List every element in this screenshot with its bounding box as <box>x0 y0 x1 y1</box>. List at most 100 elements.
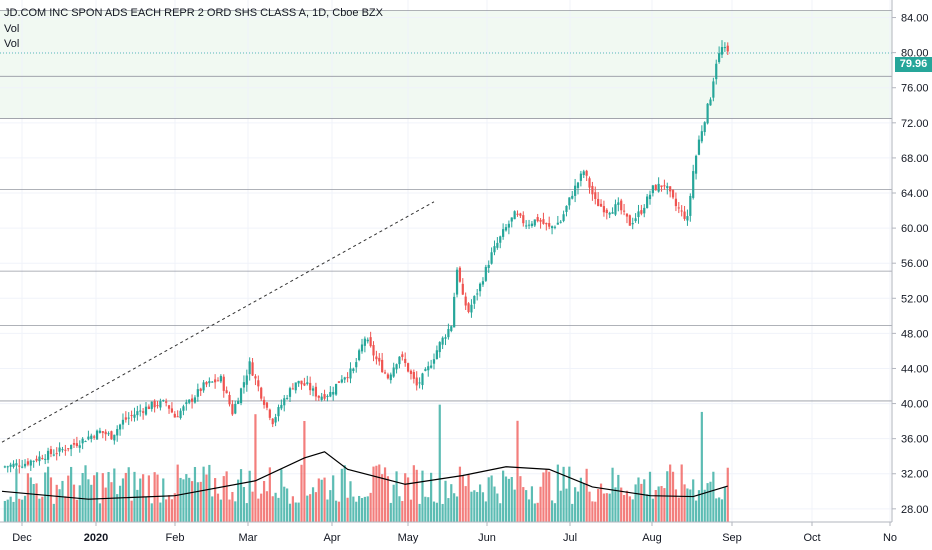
candle-body <box>262 399 266 405</box>
volume-bar <box>470 491 473 522</box>
candle-body <box>46 450 50 460</box>
candle-body <box>686 216 689 221</box>
price-axis[interactable]: 28.00 32.00 36.00 40.00 44.00 48.00 52.00 56.00… <box>892 13 929 516</box>
candle-body <box>300 380 303 385</box>
candle-body <box>427 366 430 371</box>
candle-body <box>680 210 683 212</box>
candle-body <box>288 388 292 397</box>
volume-bar <box>389 502 392 522</box>
volume-bar <box>522 487 525 522</box>
price-tick-label: 28.00 <box>901 504 929 516</box>
volume-bar <box>265 491 269 522</box>
trendline[interactable] <box>1 201 435 443</box>
volume-bar <box>718 497 721 522</box>
volume-bar <box>113 468 116 522</box>
time-tick-label: Sep <box>722 532 742 544</box>
volume-bar <box>620 487 623 522</box>
candle-body <box>280 404 283 409</box>
candle-body <box>467 303 470 313</box>
time-tick-label: Dec <box>12 532 32 544</box>
candle-body <box>487 264 490 268</box>
candle-body <box>455 269 459 295</box>
candle-body <box>107 433 110 435</box>
volume-bar <box>421 470 424 522</box>
volume-bar <box>61 480 64 522</box>
candle-body <box>130 415 133 417</box>
volume-bar <box>291 496 294 522</box>
candle-body <box>311 388 315 391</box>
volume-bar <box>239 469 243 522</box>
volume-bar <box>32 484 35 522</box>
candle-body <box>677 207 680 209</box>
candle-body <box>424 369 427 371</box>
candle-body <box>507 223 510 228</box>
candle-body <box>692 171 695 198</box>
volume-legend[interactable]: Vol <box>4 23 20 35</box>
time-axis[interactable]: Dec 2020 Feb Mar Apr May Jun Jul Aug Sep Oct No <box>12 522 897 544</box>
candle-body <box>404 358 407 364</box>
candle-body <box>23 463 27 467</box>
candle-body <box>502 229 505 237</box>
candle-body <box>700 131 703 142</box>
candle-body <box>614 204 617 215</box>
volume-bar <box>556 464 559 522</box>
price-tick-label: 36.00 <box>901 434 929 446</box>
volume-bar <box>686 488 689 522</box>
candle-body <box>519 213 522 216</box>
volume-bar <box>147 475 150 522</box>
candle-body <box>337 381 341 383</box>
time-tick-label: Jul <box>563 532 577 544</box>
candle-body <box>398 356 401 365</box>
candle-body <box>343 377 346 380</box>
volume-bar <box>144 497 148 522</box>
volume-bar <box>651 498 654 522</box>
volume-bar <box>406 477 410 522</box>
candle-body <box>121 419 125 425</box>
candle-body <box>26 461 30 465</box>
volume-bar <box>306 495 309 522</box>
volume-bar <box>355 501 358 522</box>
candle-body <box>110 431 113 440</box>
volume-bar <box>539 486 542 522</box>
volume-bar <box>571 503 574 522</box>
candle-body <box>104 431 107 435</box>
volume-bar <box>680 464 683 522</box>
candle-body <box>389 374 392 381</box>
volume-bar <box>67 475 70 522</box>
volume-bar <box>18 498 21 522</box>
candle-body <box>418 382 421 384</box>
candle-body <box>320 396 323 400</box>
volume-bar <box>274 492 277 522</box>
candle-body <box>142 411 145 413</box>
candle-body <box>478 283 482 292</box>
candle-body <box>470 304 473 313</box>
volume-bar <box>398 496 401 522</box>
volume-bar <box>251 491 254 522</box>
volume-bar <box>222 476 225 522</box>
candle-body <box>435 350 438 360</box>
candle-body <box>329 391 332 397</box>
candle-body <box>712 81 715 98</box>
volume-bar <box>81 473 84 522</box>
candle-body <box>605 209 608 214</box>
horizontal-levels <box>0 10 892 402</box>
candle-body <box>625 213 629 217</box>
candle-body <box>415 377 418 386</box>
candle-body <box>671 190 675 198</box>
volume-bar <box>375 465 378 522</box>
volume-ma-legend[interactable]: Vol <box>4 38 20 50</box>
candle-body <box>369 337 372 347</box>
candle-body <box>314 386 318 397</box>
volume-bar <box>542 472 545 522</box>
candle-body <box>473 295 476 304</box>
candle-body <box>90 435 93 439</box>
candle-body <box>182 406 185 411</box>
volume-bar <box>548 471 551 522</box>
volume-bar <box>499 503 502 522</box>
candle-body <box>634 218 637 222</box>
volume-bar <box>245 503 248 522</box>
candle-body <box>395 364 398 370</box>
volume-bar <box>565 488 568 522</box>
candle-body <box>237 400 240 405</box>
